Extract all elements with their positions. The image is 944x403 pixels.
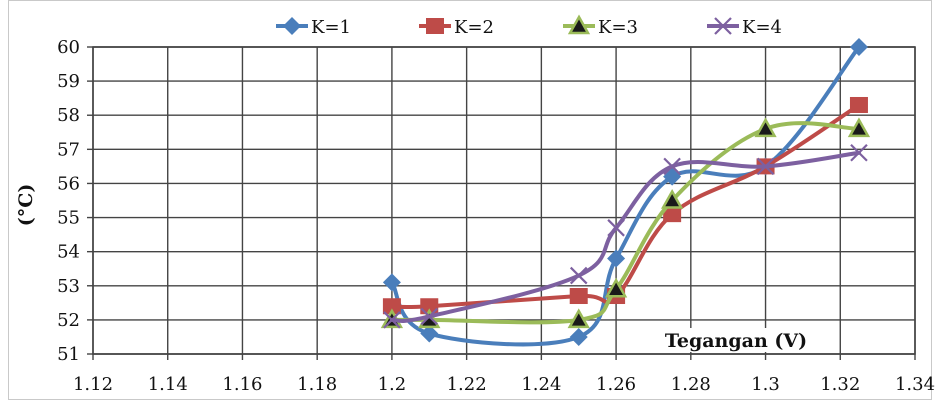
legend-marker	[567, 14, 591, 35]
y-tick-label: 51	[57, 344, 80, 365]
x-tick-label: 1.34	[895, 374, 935, 395]
data-point	[420, 298, 439, 315]
legend-item-k3: K=3	[563, 14, 638, 38]
y-tick-label: 56	[57, 173, 80, 194]
data-point	[663, 157, 681, 176]
data-point	[604, 277, 628, 298]
data-point	[849, 38, 868, 56]
data-point	[850, 143, 868, 162]
y-tick-label: 59	[57, 71, 80, 92]
y-tick-label: 57	[57, 139, 80, 160]
x-axis-label: Tegangan (V)	[665, 330, 807, 352]
x-tick-label: 1.18	[297, 374, 337, 395]
x-tick-label: 1.2	[378, 374, 407, 395]
x-tick-label: 1.22	[447, 374, 487, 395]
y-axis-label: (°C)	[15, 184, 37, 227]
x-tick-label: 1.16	[222, 374, 262, 395]
data-point	[847, 117, 871, 138]
legend-label: K=2	[454, 17, 494, 38]
data-point	[660, 188, 684, 209]
legend-marker	[283, 17, 301, 35]
data-point	[567, 308, 590, 329]
data-point	[420, 324, 439, 343]
data-point	[607, 249, 626, 268]
y-tick-label: 55	[57, 208, 80, 229]
x-tick-label: 1.28	[671, 374, 711, 395]
data-point	[382, 273, 401, 292]
x-tick-label: 1.26	[596, 374, 636, 395]
x-tick-label: 1.14	[148, 374, 188, 395]
data-point	[754, 117, 777, 138]
data-point	[607, 219, 625, 237]
legend-marker	[714, 17, 732, 35]
data-point	[382, 298, 401, 315]
x-tick-label: 1.32	[820, 374, 860, 395]
y-tick-label: 52	[57, 310, 80, 331]
x-tick-label: 1.24	[521, 374, 561, 395]
x-tick-label: 1.3	[751, 374, 780, 395]
data-point	[569, 288, 588, 305]
data-point	[569, 266, 588, 285]
x-axis-label-background	[651, 328, 821, 352]
y-tick-label: 60	[57, 37, 80, 58]
legend-label: K=3	[598, 17, 638, 38]
data-point	[756, 157, 775, 176]
y-tick-label: 53	[57, 276, 80, 297]
y-tick-label: 58	[57, 105, 80, 126]
series-k4	[383, 143, 868, 329]
legend-marker	[426, 18, 444, 34]
legend-item-k1: K=1	[276, 17, 351, 38]
data-point	[383, 311, 401, 329]
series-k3	[380, 117, 871, 329]
data-point	[569, 327, 588, 346]
series-k2	[382, 96, 868, 315]
legend-label: K=4	[742, 17, 782, 38]
x-tick-label: 1.12	[73, 374, 113, 395]
legend-label: K=1	[311, 17, 351, 38]
series-k1	[382, 38, 868, 347]
data-point	[849, 96, 868, 113]
series-line	[389, 45, 861, 347]
plot-area	[92, 46, 916, 355]
data-point	[420, 307, 439, 326]
y-tick-label: 54	[57, 242, 80, 263]
legend-item-k4: K=4	[707, 17, 782, 38]
data-point	[663, 206, 682, 223]
legend-item-k2: K=2	[419, 17, 494, 38]
